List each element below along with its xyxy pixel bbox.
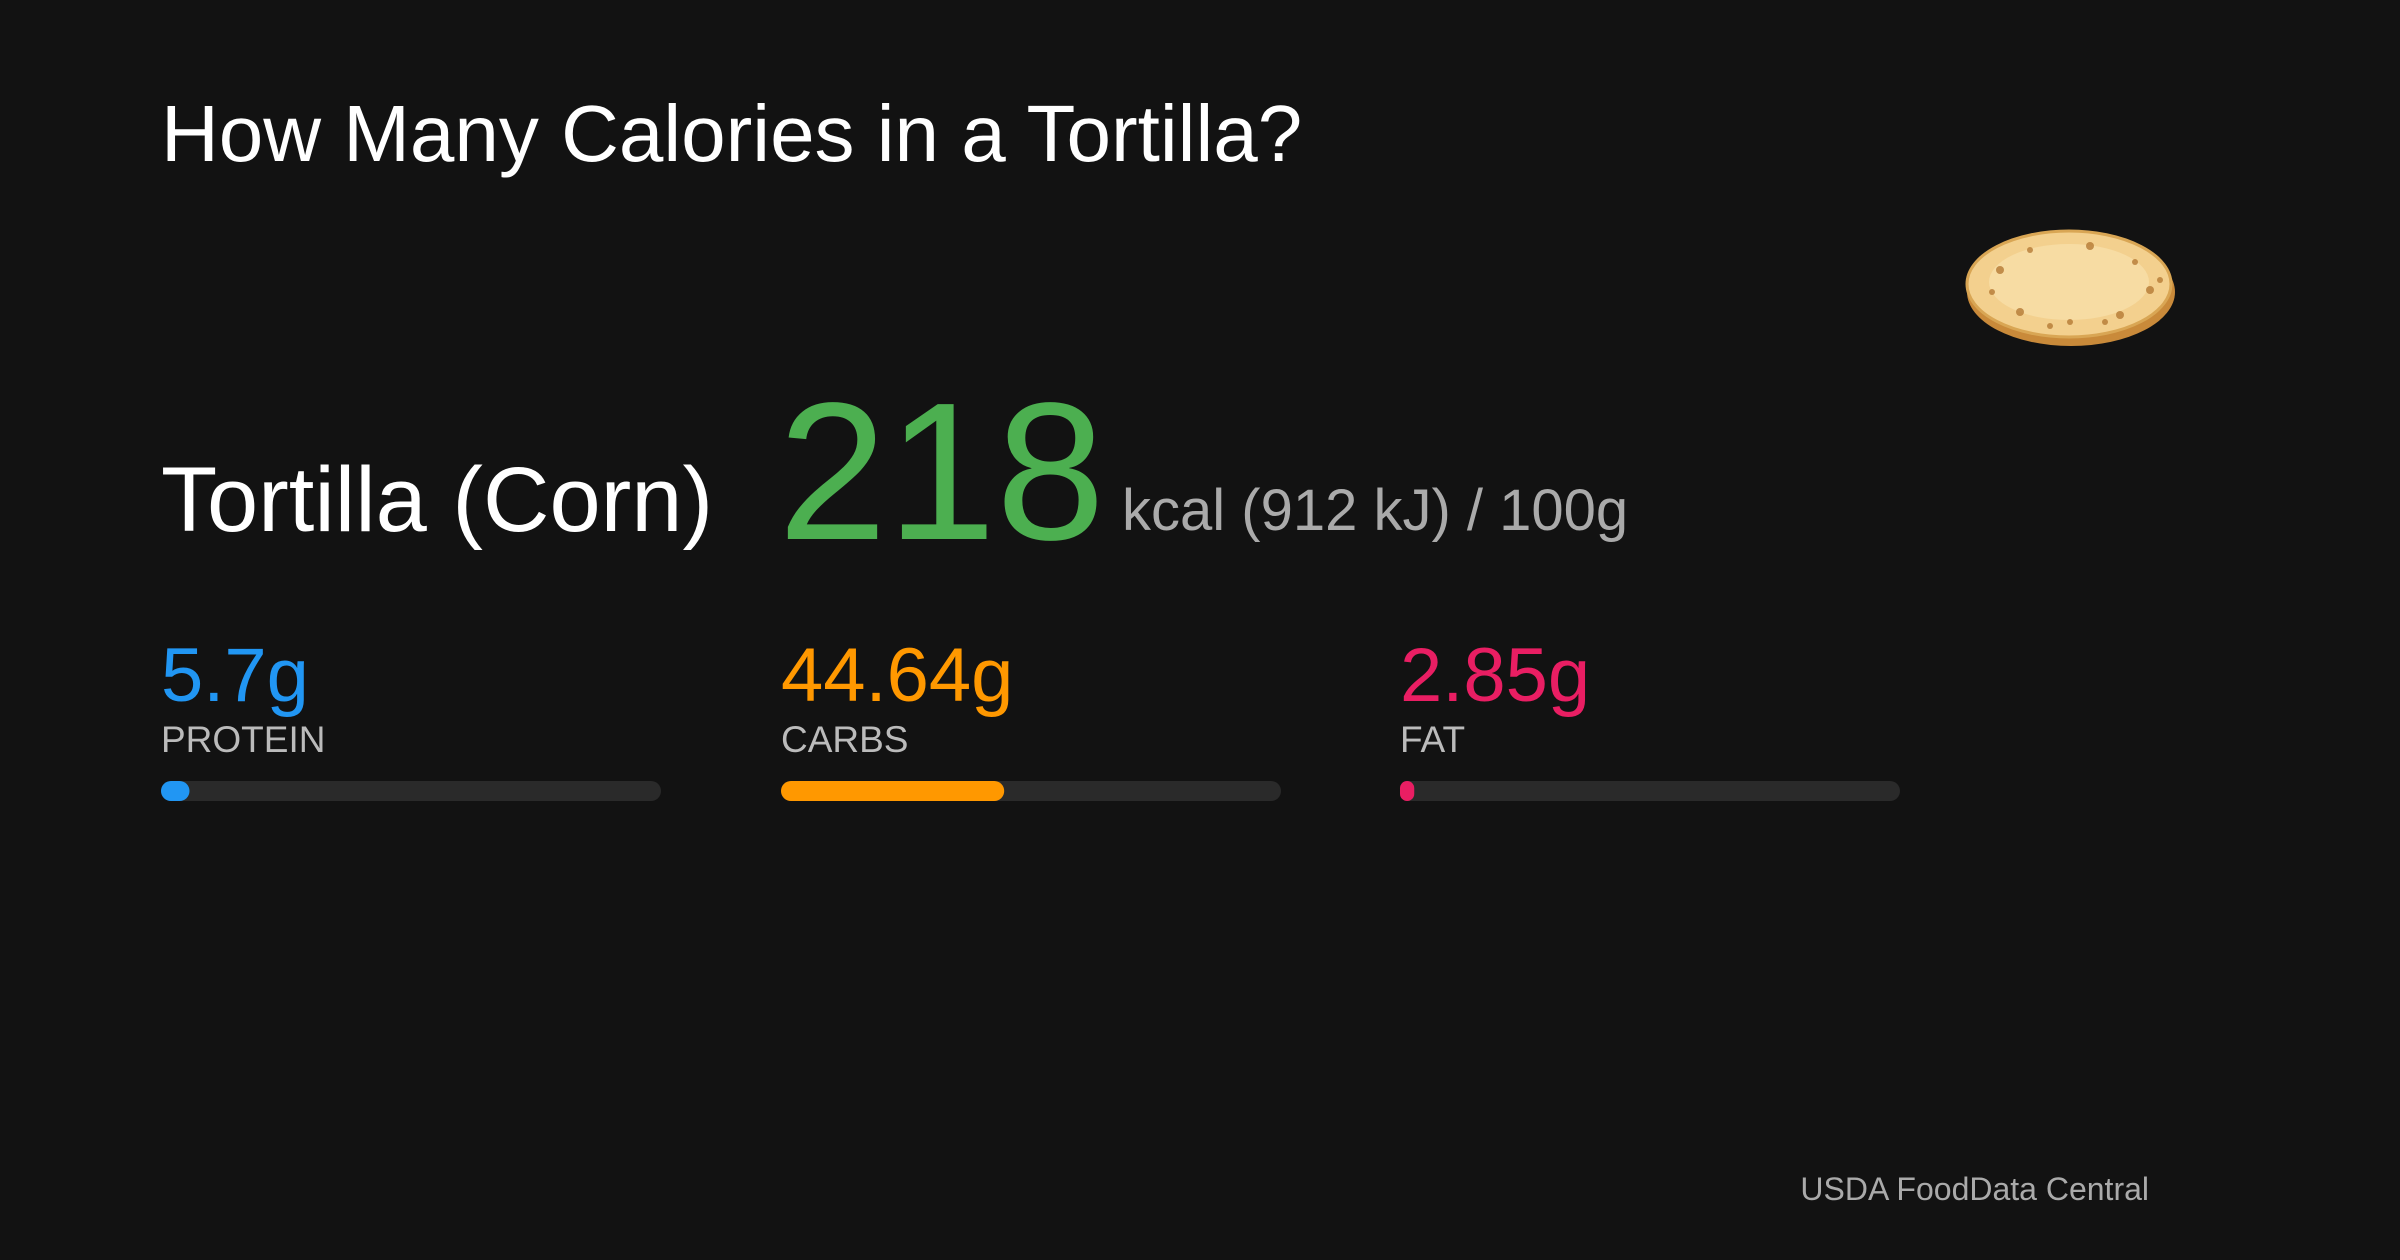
source: USDA FoodData Central — [1800, 1171, 2149, 1207]
macro-label: PROTEIN — [161, 719, 325, 760]
macro-value: 44.64g — [781, 633, 1013, 718]
macro-label: CARBS — [781, 719, 908, 760]
macro-bar — [781, 781, 1005, 801]
tortilla-icon — [1965, 229, 2175, 346]
macro-track — [161, 781, 661, 801]
title: How Many Calories in a Tortilla? — [161, 89, 1302, 178]
calories: 218 — [778, 362, 1105, 581]
calories-unit: kcal (912 kJ) / 100g — [1122, 478, 1628, 543]
macro-value: 5.7g — [161, 633, 309, 718]
food-name: Tortilla (Corn) — [161, 449, 713, 551]
macro-value: 2.85g — [1400, 633, 1590, 718]
macro-bar — [161, 781, 190, 801]
macro-bar — [1400, 781, 1415, 801]
macro-label: FAT — [1400, 719, 1465, 760]
macro-track — [1400, 781, 1900, 801]
